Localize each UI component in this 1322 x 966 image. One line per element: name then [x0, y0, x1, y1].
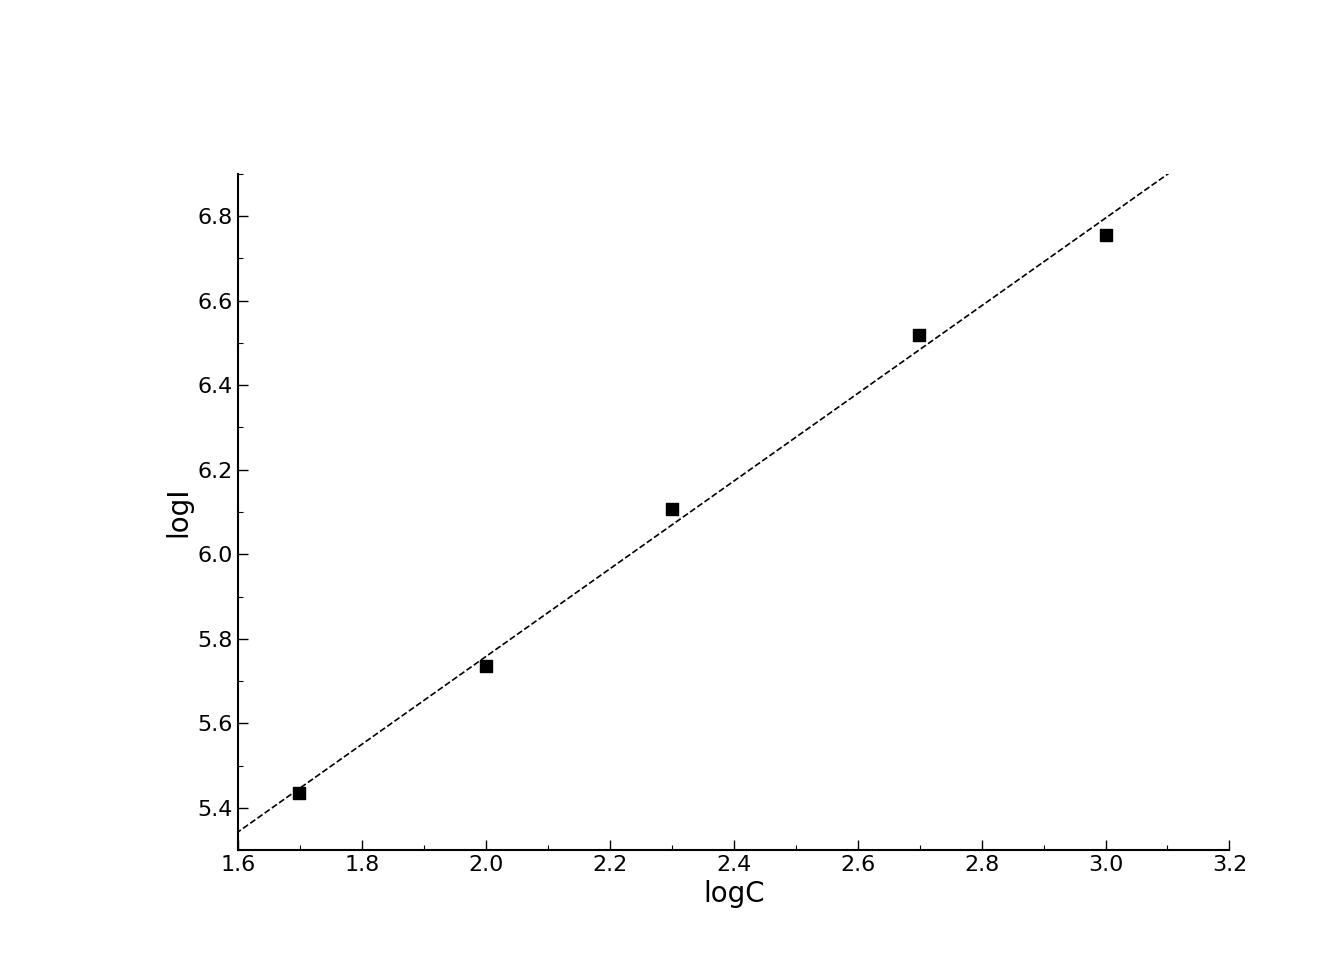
Point [662, 501, 683, 517]
X-axis label: logC: logC [703, 880, 764, 908]
Y-axis label: logI: logI [164, 487, 192, 537]
Point [476, 659, 497, 674]
Point [288, 785, 309, 801]
Point [1095, 227, 1116, 242]
Point [908, 327, 929, 343]
